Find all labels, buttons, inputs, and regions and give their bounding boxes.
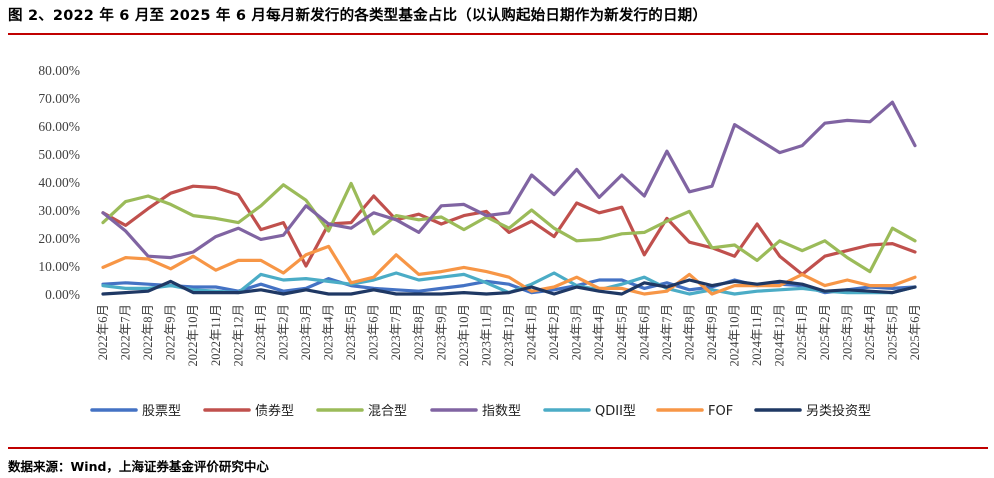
x-tick-label: 2024年2月 <box>547 304 561 360</box>
source-note: 数据来源：Wind，上海证券基金评价研究中心 <box>8 459 269 474</box>
series-line-3 <box>101 181 917 274</box>
legend-item: 另类投资型 <box>754 403 871 419</box>
x-tick-label: 2023年10月 <box>457 304 471 367</box>
x-tick-label: 2025年2月 <box>818 304 832 360</box>
x-tick-label: 2024年10月 <box>728 304 742 367</box>
x-tick-label: 2022年9月 <box>164 304 178 360</box>
legend-label: 另类投资型 <box>806 403 871 419</box>
legend-item: 股票型 <box>90 404 181 419</box>
y-tick-label: 30.00% <box>38 203 80 218</box>
legend-item: 指数型 <box>430 404 521 419</box>
x-tick-label: 2024年5月 <box>615 304 629 360</box>
x-tick-label: 2024年6月 <box>637 304 651 360</box>
x-tick-label: 2025年3月 <box>840 304 854 360</box>
legend-label: FOF <box>708 404 733 419</box>
x-tick-label: 2023年1月 <box>254 304 268 360</box>
x-tick-label: 2025年5月 <box>885 304 899 360</box>
x-tick-label: 2023年11月 <box>479 304 493 366</box>
legend-item: QDII型 <box>543 404 636 419</box>
x-tick-label: 2023年6月 <box>367 304 381 360</box>
legend-item: 债券型 <box>203 403 294 419</box>
bottom-divider <box>8 447 988 449</box>
x-tick-label: 2024年12月 <box>773 304 787 367</box>
y-tick-label: 0.00% <box>45 287 80 302</box>
x-tick-label: 2024年1月 <box>525 304 539 360</box>
x-tick-label: 2022年12月 <box>231 304 245 367</box>
y-tick-label: 20.00% <box>38 231 80 246</box>
x-tick-label: 2025年4月 <box>863 304 877 360</box>
series-line-4 <box>101 100 917 260</box>
x-tick-label: 2025年1月 <box>795 304 809 360</box>
x-tick-label: 2023年4月 <box>322 304 336 360</box>
x-tick-label: 2024年9月 <box>705 304 719 360</box>
x-tick-label: 2022年7月 <box>119 304 133 360</box>
series-line-7 <box>101 278 917 296</box>
x-tick-label: 2023年12月 <box>502 304 516 367</box>
x-tick-label: 2023年7月 <box>389 304 403 360</box>
x-tick-label: 2023年8月 <box>412 304 426 360</box>
legend-item: FOF <box>656 404 733 419</box>
y-tick-label: 70.00% <box>38 91 80 106</box>
series-line-2 <box>101 184 917 276</box>
y-tick-label: 80.00% <box>38 63 80 78</box>
figure-title: 图 2、2022 年 6 月至 2025 年 6 月每月新发行的各类型基金占比（… <box>8 8 708 24</box>
x-tick-label: 2022年6月 <box>96 304 110 360</box>
x-tick-label: 2022年11月 <box>209 304 223 366</box>
legend: 股票型 债券型 混合型 指数型 QDII型 FOF 另类投资型 <box>90 403 871 419</box>
x-tick-label: 2022年10月 <box>186 304 200 367</box>
legend-item: 混合型 <box>316 404 407 419</box>
x-tick-label: 2023年9月 <box>434 304 448 360</box>
y-tick-label: 50.00% <box>38 147 80 162</box>
x-tick-label: 2024年3月 <box>570 304 584 360</box>
x-tick-label: 2022年8月 <box>141 304 155 360</box>
x-tick-label: 2023年3月 <box>299 304 313 360</box>
x-tick-label: 2024年4月 <box>592 304 606 360</box>
legend-label: 指数型 <box>482 404 521 419</box>
x-axis: 2022年6月 2022年7月 2022年8月 2022年9月 2022年10月 2022… <box>96 304 922 367</box>
legend-label: 股票型 <box>142 404 181 419</box>
x-tick-label: 2024年8月 <box>682 304 696 360</box>
legend-label: 债券型 <box>255 403 294 419</box>
line-chart: 0.00% 10.00% 20.00% 30.00% 40.00% 50.00% 60.00… <box>38 63 922 419</box>
x-tick-label: 2024年11月 <box>750 304 764 366</box>
y-tick-label: 60.00% <box>38 119 80 134</box>
x-tick-label: 2023年2月 <box>276 304 290 360</box>
series-line-6 <box>101 244 917 296</box>
x-tick-label: 2024年7月 <box>660 304 674 360</box>
series-layer <box>101 100 917 296</box>
top-divider <box>8 33 988 35</box>
y-axis: 0.00% 10.00% 20.00% 30.00% 40.00% 50.00% 60.00… <box>38 63 80 302</box>
x-tick-label: 2023年5月 <box>344 304 358 360</box>
y-tick-label: 40.00% <box>38 175 80 190</box>
legend-label: 混合型 <box>368 404 407 419</box>
legend-label: QDII型 <box>595 404 636 419</box>
x-tick-label: 2025年6月 <box>908 304 922 360</box>
y-tick-label: 10.00% <box>38 259 80 274</box>
